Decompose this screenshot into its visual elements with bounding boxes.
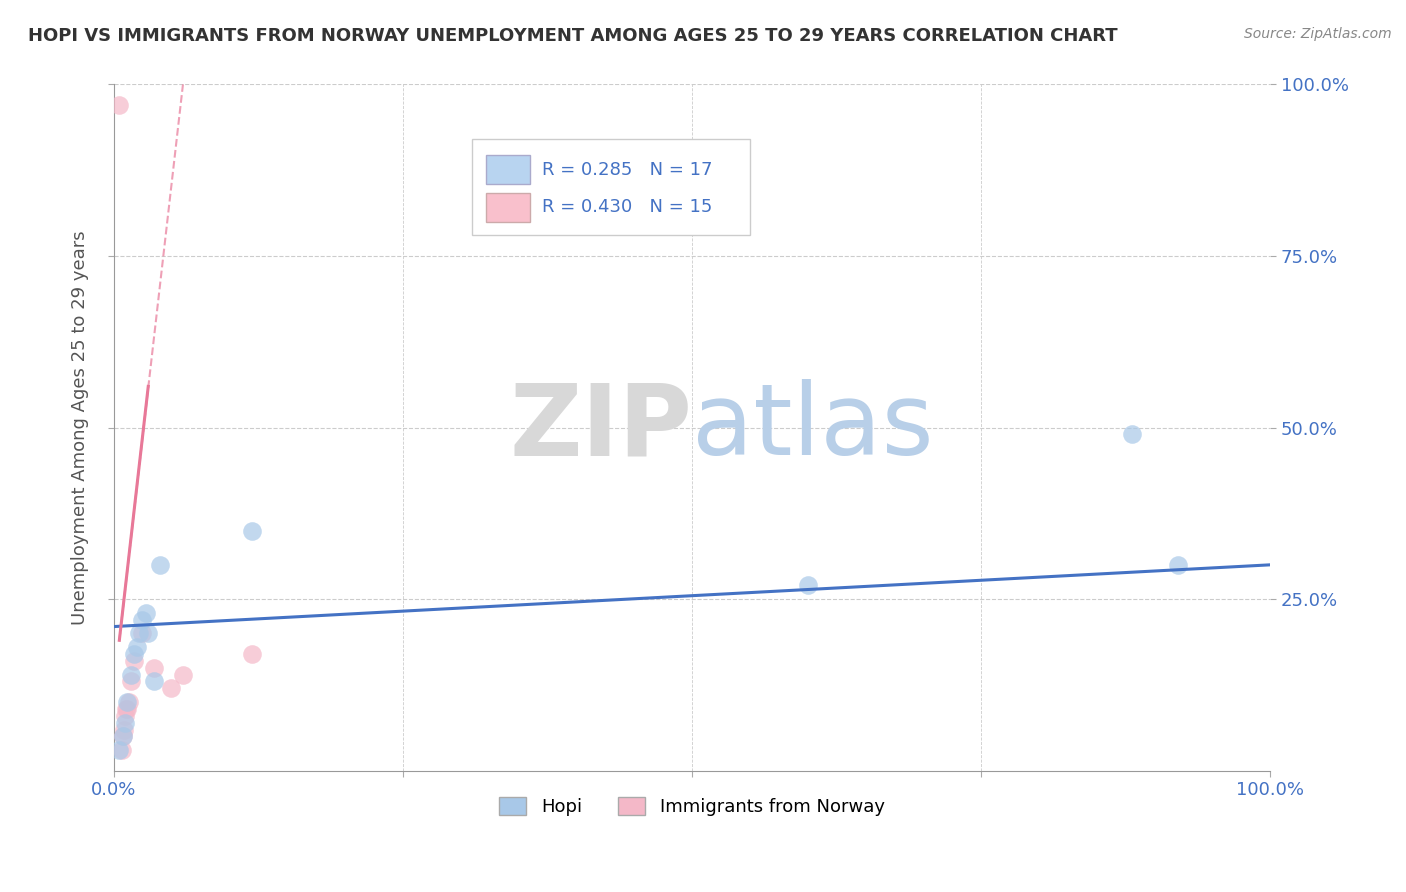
Point — [1121, 427, 1143, 442]
FancyBboxPatch shape — [486, 155, 530, 184]
Text: Source: ZipAtlas.com: Source: ZipAtlas.com — [1244, 27, 1392, 41]
Point — [172, 667, 194, 681]
Point — [240, 647, 263, 661]
Point — [108, 98, 131, 112]
Point — [124, 647, 146, 661]
Point — [114, 715, 136, 730]
Point — [111, 730, 134, 744]
Point — [117, 702, 139, 716]
Text: R = 0.285   N = 17: R = 0.285 N = 17 — [541, 161, 711, 178]
Text: atlas: atlas — [692, 379, 934, 476]
Point — [136, 626, 159, 640]
Point — [125, 640, 148, 655]
Point — [796, 578, 818, 592]
Point — [160, 681, 183, 696]
Point — [114, 708, 136, 723]
Point — [120, 674, 142, 689]
Point — [149, 558, 172, 572]
Point — [108, 743, 131, 757]
Point — [128, 626, 150, 640]
FancyBboxPatch shape — [486, 193, 530, 222]
Y-axis label: Unemployment Among Ages 25 to 29 years: Unemployment Among Ages 25 to 29 years — [72, 230, 89, 625]
Point — [131, 626, 153, 640]
Text: HOPI VS IMMIGRANTS FROM NORWAY UNEMPLOYMENT AMONG AGES 25 TO 29 YEARS CORRELATIO: HOPI VS IMMIGRANTS FROM NORWAY UNEMPLOYM… — [28, 27, 1118, 45]
Point — [117, 695, 139, 709]
Point — [120, 667, 142, 681]
Point — [143, 661, 166, 675]
Point — [111, 743, 134, 757]
Text: R = 0.430   N = 15: R = 0.430 N = 15 — [541, 198, 711, 216]
Point — [240, 524, 263, 538]
Point — [135, 606, 157, 620]
FancyBboxPatch shape — [472, 139, 749, 235]
Point — [117, 695, 139, 709]
Point — [112, 723, 135, 737]
Point — [111, 730, 134, 744]
Point — [1167, 558, 1189, 572]
Legend: Hopi, Immigrants from Norway: Hopi, Immigrants from Norway — [492, 789, 891, 823]
Point — [131, 613, 153, 627]
Text: ZIP: ZIP — [509, 379, 692, 476]
Point — [115, 702, 138, 716]
Point — [143, 674, 166, 689]
Point — [124, 654, 146, 668]
